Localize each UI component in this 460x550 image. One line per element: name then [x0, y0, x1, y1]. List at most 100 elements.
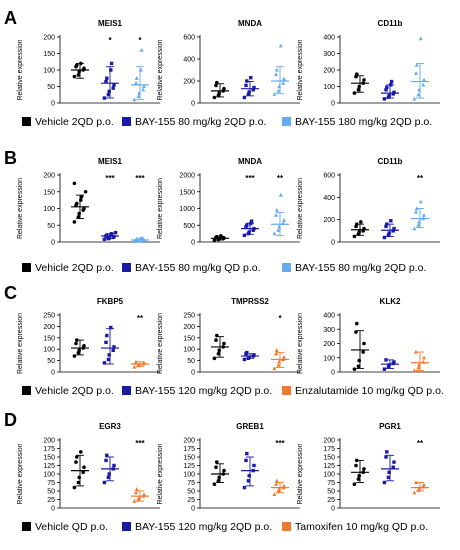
legend-label: BAY-155 120 mg/kg 2QD p.o.: [135, 521, 272, 533]
data-point: [132, 499, 137, 503]
y-tick-label: 600: [323, 173, 335, 180]
data-point: [74, 460, 78, 464]
data-point: [109, 61, 114, 66]
data-point: [392, 360, 396, 364]
data-point: [274, 348, 279, 352]
y-tick-label: 100: [43, 206, 55, 213]
data-point: [72, 354, 77, 358]
data-point: [356, 477, 361, 481]
y-tick-label: 200: [43, 324, 55, 331]
legend-label: Vehicle 2QD p.o.: [35, 385, 114, 397]
y-tick-label: 25: [327, 497, 335, 504]
y-tick-label: 0: [191, 240, 195, 247]
data-point: [217, 348, 221, 353]
data-point: [222, 341, 226, 346]
legend-label: BAY-155 80 mg/kg 2QD p.o.: [295, 262, 426, 274]
y-tick-label: 50: [327, 489, 335, 496]
chart-title: FKBP5: [97, 297, 124, 306]
data-point: [77, 348, 81, 353]
data-point: [356, 364, 361, 369]
data-point: [422, 213, 426, 217]
legend-label: BAY-155 80 mg/kg 2QD p.o.: [135, 116, 266, 128]
data-point: [416, 365, 421, 370]
y-tick-label: 250: [183, 313, 195, 320]
y-tick-label: 125: [323, 463, 335, 470]
data-point: [422, 77, 426, 82]
data-point: [102, 96, 107, 100]
y-axis-label: Relative expression: [157, 39, 164, 100]
y-tick-label: 50: [187, 358, 195, 365]
data-point: [105, 333, 109, 338]
y-tick-label: 200: [43, 173, 55, 180]
data-point: [272, 231, 277, 236]
data-point: [216, 479, 221, 483]
data-point: [106, 93, 111, 97]
legend-swatch: [282, 117, 291, 126]
legend-swatch: [282, 522, 291, 531]
y-tick-label: 50: [47, 223, 55, 230]
data-point: [251, 88, 255, 92]
y-tick-label: 25: [47, 497, 55, 504]
y-tick-label: 150: [323, 455, 335, 462]
y-tick-label: 200: [323, 341, 335, 348]
y-tick-label: 500: [183, 223, 195, 230]
data-point: [136, 94, 141, 98]
data-point: [107, 472, 111, 476]
data-point: [105, 76, 109, 80]
significance-label: **: [417, 174, 424, 183]
y-axis-label: Relative expression: [17, 178, 24, 239]
data-point: [82, 465, 86, 470]
y-tick-label: 150: [43, 335, 55, 342]
data-point: [242, 233, 247, 237]
chart-title: MEIS1: [98, 19, 123, 28]
data-point: [352, 234, 357, 239]
data-point: [417, 219, 422, 224]
data-point: [277, 84, 282, 89]
data-point: [242, 485, 247, 490]
chart-title: KLK2: [380, 297, 401, 306]
data-point: [245, 451, 249, 456]
legend-swatch: [22, 522, 31, 531]
data-point: [249, 219, 254, 223]
y-tick-label: 200: [323, 68, 335, 75]
data-point: [274, 72, 278, 76]
data-point: [386, 233, 391, 237]
data-point: [421, 82, 426, 87]
legend-swatch: [282, 263, 291, 272]
data-point: [132, 364, 137, 369]
data-point: [109, 325, 113, 330]
data-point: [247, 90, 251, 94]
data-point: [277, 359, 282, 364]
y-tick-label: 175: [183, 446, 195, 453]
data-point: [242, 357, 247, 362]
significance-label: ***: [245, 174, 255, 183]
data-point: [247, 474, 251, 478]
data-point: [416, 223, 421, 227]
y-tick-label: 400: [323, 195, 335, 202]
data-point: [282, 483, 286, 488]
data-point: [82, 66, 86, 71]
y-tick-label: 150: [43, 455, 55, 462]
y-tick-label: 0: [331, 506, 335, 513]
data-point: [384, 455, 388, 459]
y-tick-label: 50: [47, 84, 55, 91]
data-point: [104, 79, 108, 84]
y-axis-label: Relative expression: [17, 39, 24, 100]
data-point: [356, 88, 361, 92]
data-point: [245, 223, 249, 227]
data-point: [82, 343, 86, 348]
data-point: [214, 338, 218, 342]
significance-label: *: [138, 36, 142, 45]
y-tick-label: 0: [51, 506, 55, 513]
y-axis-label: Relative expression: [297, 313, 304, 374]
data-point: [134, 490, 138, 495]
y-axis-label: Relative expression: [17, 313, 24, 374]
y-tick-label: 150: [43, 51, 55, 58]
y-tick-label: 100: [43, 347, 55, 354]
data-point: [418, 36, 423, 41]
data-point: [74, 341, 78, 346]
y-tick-label: 100: [43, 472, 55, 479]
data-point: [352, 91, 357, 95]
data-point: [272, 92, 277, 96]
data-point: [385, 450, 389, 454]
